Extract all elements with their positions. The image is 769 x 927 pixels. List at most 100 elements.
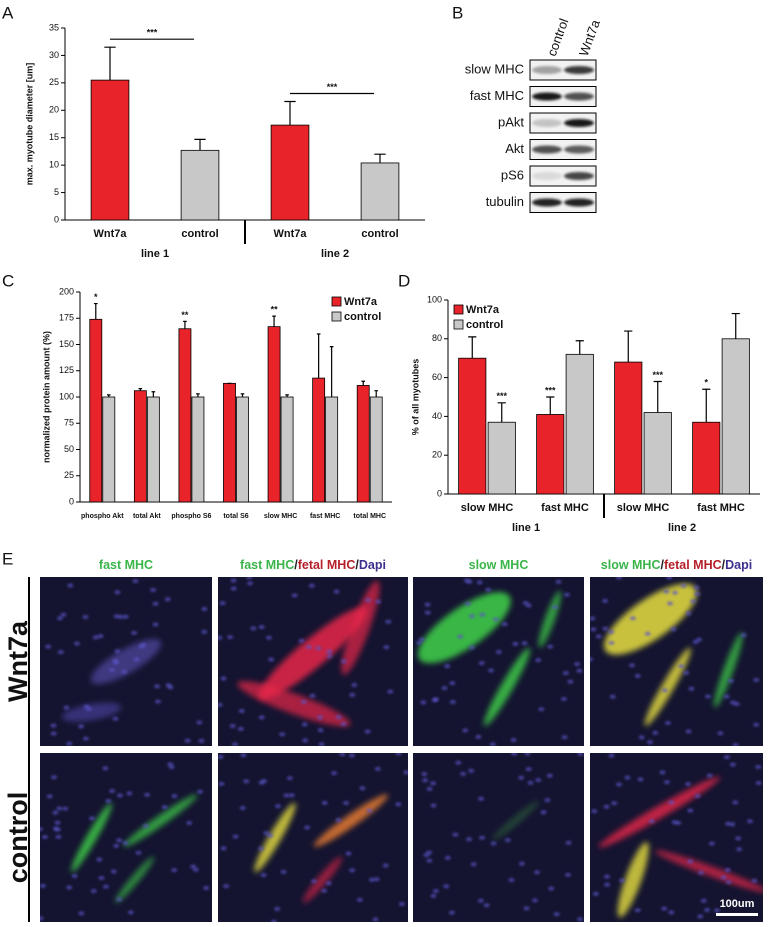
nucleus [732,800,739,805]
y-tick-label: 20 [49,105,59,115]
significance: *** [327,82,338,92]
nucleus [398,901,405,906]
error-bar [194,138,206,151]
nucleus [298,638,305,643]
fiber [417,592,511,664]
nucleus [382,863,389,868]
blot-strip [529,192,597,213]
nucleus [231,742,238,746]
legend-label: Wnt7a [344,296,378,308]
nucleus [424,602,431,607]
legend-label: control [466,319,503,331]
error-bar [374,153,386,163]
nucleus [267,833,274,838]
nucleus [685,729,692,734]
bar [356,385,370,503]
nucleus [616,782,623,787]
y-tick-label: 125 [59,365,74,375]
nucleus [464,601,471,606]
micrograph [590,753,763,922]
nucleus [652,730,659,735]
nucleus [309,693,316,698]
nucleus [698,870,705,875]
nucleus [230,578,237,583]
nucleus [238,709,245,714]
error-bar [196,393,200,397]
nucleus [150,587,157,592]
nucleus [385,619,392,624]
nucleus [97,634,104,639]
nucleus [114,649,121,654]
legend-swatch [453,304,464,315]
nucleus [121,669,128,674]
nucleus [590,627,597,632]
nucleus [280,869,287,874]
fiber [71,802,113,873]
nucleus [317,728,324,733]
nucleus [591,809,598,814]
nucleus [577,917,584,922]
nucleus [637,777,644,782]
blot-band [564,119,594,127]
nucleus [611,801,618,806]
nucleus [116,897,123,902]
nucleus [197,789,204,794]
error-bar [316,333,321,379]
x-tick-label: fast MHC [541,502,589,514]
nucleus [165,683,172,688]
error-bar [361,380,366,386]
nucleus [110,869,117,874]
bar [312,377,326,503]
nucleus [420,700,427,705]
nucleus [751,878,758,883]
significance: ** [271,305,279,315]
x-tick-label: slow MHC [264,513,297,520]
bar [191,396,205,503]
nucleus [608,753,615,758]
nucleus [608,640,615,645]
nucleus [171,868,178,873]
nucleus [430,803,437,808]
blot-band [564,172,594,180]
nucleus [551,605,558,610]
nucleus [184,738,191,743]
column-header-part: fetal MHC [298,558,356,572]
nucleus [421,772,428,777]
nucleus [102,884,109,889]
y-tick-label: 5 [54,187,59,197]
significance: *** [652,370,663,380]
nucleus [60,612,67,617]
y-tick-label: 75 [64,418,74,428]
nucleus [395,753,402,756]
error-bar [151,391,156,397]
fiber [538,591,562,648]
bar [267,326,281,503]
error-bar [575,340,584,355]
nucleus [477,898,484,903]
legend-label: Wnt7a [466,304,500,316]
nucleus [265,635,272,640]
nucleus [717,731,724,736]
error-bar [285,394,289,397]
column-header: slow MHC/fetal MHC/Dapi [601,558,752,572]
nucleus [704,694,711,699]
nucleus [109,668,116,673]
error-bar [702,388,711,423]
blot-row-label: pAkt [498,114,524,129]
error-bar [106,394,111,397]
nucleus [511,753,518,756]
nucleus [261,779,268,784]
nucleus [713,908,720,913]
x-tick-label: total Akt [133,513,161,520]
nucleus [240,753,247,758]
y-tick-label: 0 [54,214,59,224]
y-tick-label: 50 [64,444,74,454]
nucleus [203,885,210,890]
nucleus [560,696,567,701]
nucleus [283,793,290,798]
nucleus [628,663,635,668]
nucleus [375,599,382,604]
nucleus [237,726,244,731]
panel-label: B [452,3,463,22]
